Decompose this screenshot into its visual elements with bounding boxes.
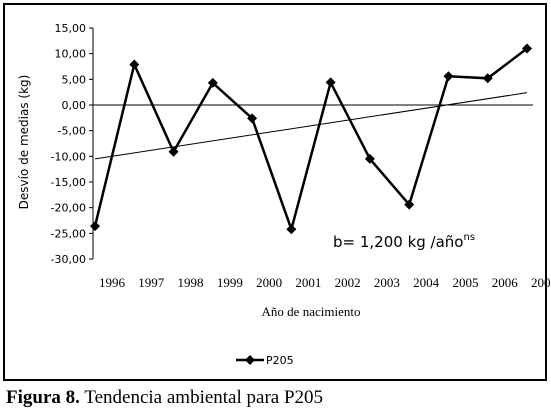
slope-annotation-text: b= 1,200 kg /año [333, 233, 463, 251]
y-tick-label: -10,00 [51, 150, 86, 163]
data-point-marker [482, 73, 493, 84]
x-tick-label: 2004 [413, 275, 440, 290]
x-tick-label: 1997 [138, 275, 165, 290]
y-axis-title: Desvío de medias (kg) [17, 75, 31, 210]
y-tick-label: -30,00 [51, 253, 86, 266]
y-tick-label: -20,00 [51, 202, 86, 215]
data-point-marker [364, 153, 375, 164]
y-tick-label: 15,00 [55, 22, 87, 35]
y-tick-label: -25,00 [51, 227, 86, 240]
chart-frame [3, 3, 547, 381]
x-tick-label: 1999 [217, 275, 243, 290]
data-point-marker [522, 43, 532, 54]
data-point-marker [90, 221, 100, 232]
data-point-marker [247, 113, 258, 124]
data-point-marker [129, 59, 140, 70]
figure-caption: Figura 8. Tendencia ambiental para P205 [6, 387, 323, 409]
data-point-marker [443, 71, 454, 82]
y-tick-label: -15,00 [51, 176, 86, 189]
data-point-marker [168, 146, 179, 157]
x-tick-label: 2007 [531, 275, 551, 290]
line-chart: 15,00 10,00 5,00 0,00 -5,00 -10,00 -15,00 -20,0… [17, 22, 551, 367]
y-tick-label: 5,00 [62, 73, 87, 86]
x-tick-label: 2006 [492, 275, 519, 290]
x-tick-label: 1998 [178, 275, 204, 290]
x-tick-label: 2003 [374, 275, 400, 290]
data-point-marker [286, 224, 297, 235]
series-line-p205 [93, 47, 528, 234]
data-point-marker [404, 199, 415, 210]
y-axis-ticks: 15,00 10,00 5,00 0,00 -5,00 -10,00 -15,00 -20,0… [51, 22, 93, 266]
x-axis-ticks: 1996 1997 1998 1999 2000 2001 2002 2003 2004 2005… [99, 275, 551, 290]
x-tick-label: 2001 [295, 275, 321, 290]
slope-annotation-superscript: ns [463, 232, 475, 243]
y-tick-label: -5,00 [58, 125, 86, 138]
series-markers [90, 43, 532, 235]
y-tick-label: 0,00 [62, 99, 87, 112]
x-tick-label: 2002 [335, 275, 361, 290]
x-tick-label: 2005 [452, 275, 478, 290]
legend-label: P205 [266, 354, 294, 367]
data-point-marker [207, 77, 218, 88]
x-tick-label: 1996 [99, 275, 126, 290]
x-tick-label: 2000 [256, 275, 282, 290]
x-axis-title: Año de nacimiento [262, 304, 361, 319]
figure-caption-text: Tendencia ambiental para P205 [84, 387, 324, 408]
legend-marker [245, 355, 255, 365]
y-tick-label: 10,00 [55, 48, 87, 61]
trendline [94, 92, 528, 160]
slope-annotation: b= 1,200 kg /añons [333, 232, 475, 251]
data-point-marker [325, 77, 336, 88]
figure-caption-label: Figura 8. [6, 387, 80, 408]
legend: P205 [236, 354, 294, 367]
